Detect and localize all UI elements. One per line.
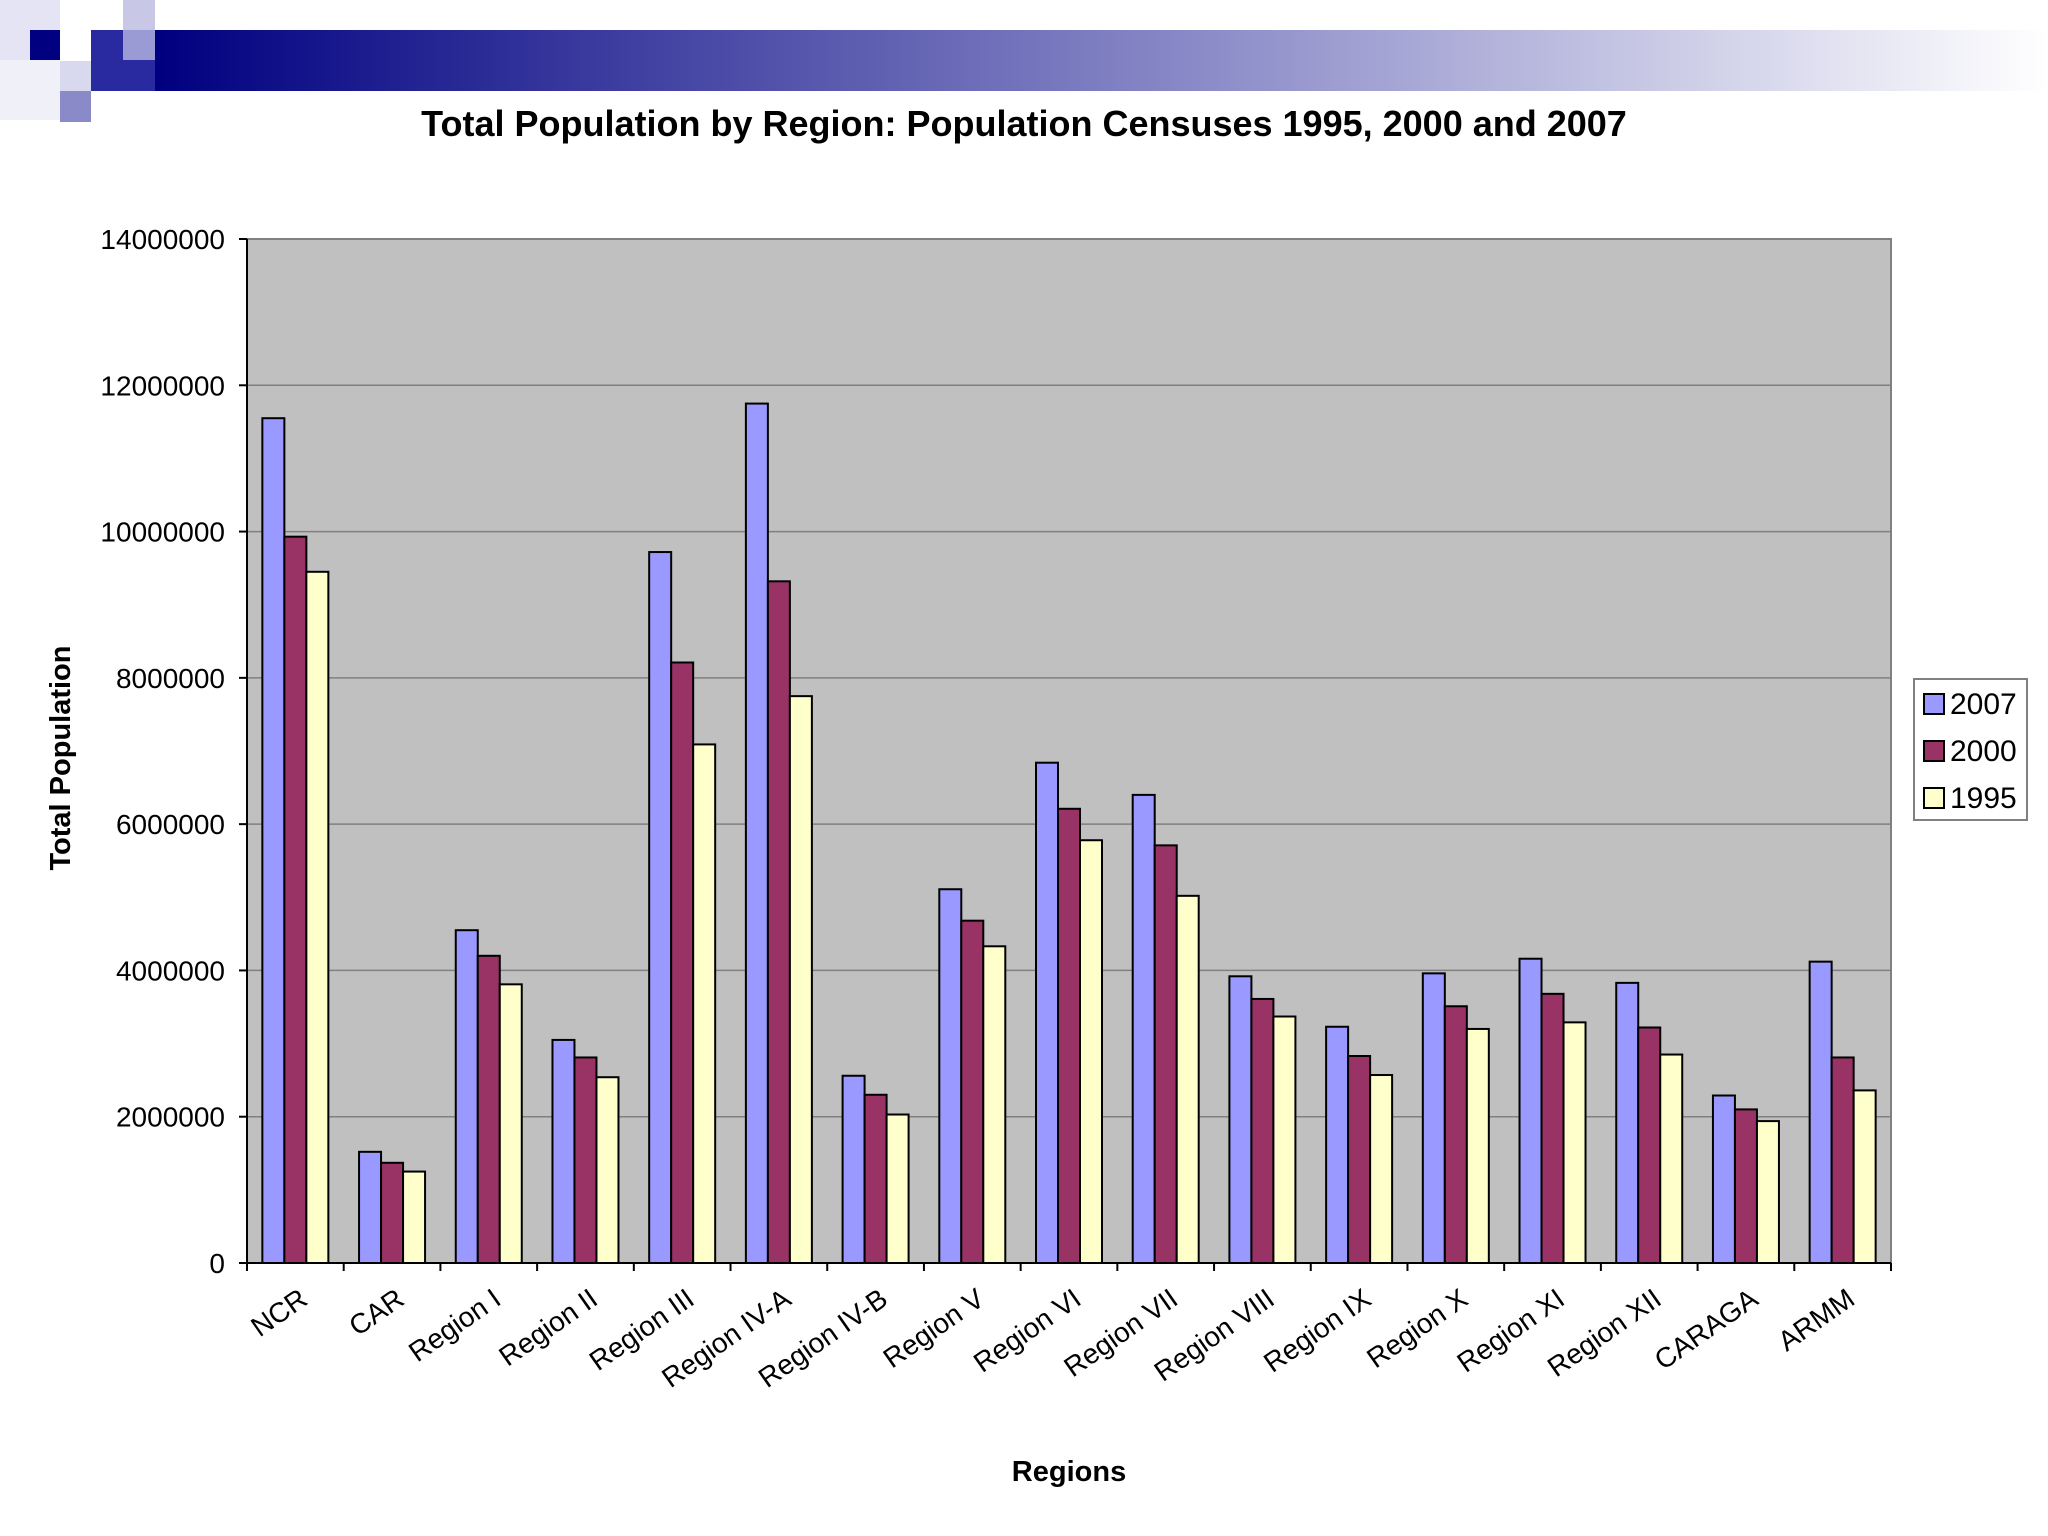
axes <box>246 239 1891 1264</box>
legend-swatch-2007 <box>1923 693 1945 715</box>
bar-1995-region-x <box>1465 1027 1490 1265</box>
bar-1995-region-xii <box>1659 1053 1684 1264</box>
legend-swatch-2000 <box>1923 740 1945 762</box>
y-tick-labels: 0 2000000 4000000 6000000 8000000 10000000 120… <box>100 224 247 1279</box>
bar-2000-region-ix <box>1347 1055 1372 1265</box>
bar-2000-region-ii <box>573 1056 598 1265</box>
bar-2000-region-iii <box>670 661 695 1264</box>
y-tick-label-6: 12000000 <box>100 370 225 401</box>
bar-1995-region-ii <box>595 1076 620 1265</box>
bar-1995-caraga <box>1755 1120 1780 1265</box>
bars <box>261 402 1877 1265</box>
y-tick-label-5: 10000000 <box>100 517 225 548</box>
bar-1995-ncr <box>305 570 330 1264</box>
bar-1995-region-v <box>982 945 1007 1264</box>
y-axis-title: Total Population <box>45 646 77 871</box>
bar-2000-region-vii <box>1153 844 1178 1265</box>
y-tick-label-3: 6000000 <box>116 809 225 840</box>
bar-2000-armm <box>1830 1056 1855 1265</box>
bar-2007-region-i <box>454 929 479 1264</box>
bar-2007-ncr <box>261 417 286 1264</box>
bar-1995-region-iii <box>692 743 717 1264</box>
x-tick-label-2: Region I <box>403 1283 506 1368</box>
bar-1995-car <box>402 1170 427 1264</box>
bar-2000-region-iv-a <box>766 580 791 1264</box>
x-tick-label-0: NCR <box>245 1283 312 1343</box>
bar-1995-region-vii <box>1175 894 1200 1265</box>
bar-2007-region-xi <box>1518 957 1543 1264</box>
x-tick-label-16: ARMM <box>1772 1283 1860 1357</box>
slide-banner-decoration <box>0 0 2048 122</box>
bar-2000-region-xi <box>1540 992 1565 1264</box>
bar-2007-region-ii <box>551 1038 576 1265</box>
bar-2000-ncr <box>283 535 308 1264</box>
bar-2007-region-vii <box>1131 793 1156 1265</box>
legend: 2007 2000 1995 <box>1913 678 2028 821</box>
bar-2000-region-v <box>960 919 985 1264</box>
x-tick-label-15: CARAGA <box>1649 1282 1764 1375</box>
bar-2000-region-x <box>1443 1005 1468 1264</box>
legend-label-2000: 2000 <box>1950 735 2017 768</box>
bar-1995-region-iv-b <box>885 1113 910 1265</box>
bar-2007-region-x <box>1421 972 1446 1265</box>
y-tick-label-0: 0 <box>209 1248 225 1279</box>
x-tick-label-11: Region IX <box>1258 1282 1377 1378</box>
bar-1995-region-i <box>498 983 523 1265</box>
y-tick-label-1: 2000000 <box>116 1102 225 1133</box>
bar-2007-caraga <box>1711 1094 1736 1264</box>
bar-2007-region-vi <box>1035 761 1059 1265</box>
bar-2007-car <box>358 1150 383 1265</box>
chart-title: Total Population by Region: Population C… <box>421 103 1627 144</box>
x-tick-label-1: CAR <box>343 1283 409 1342</box>
bar-2007-region-ix <box>1325 1025 1350 1264</box>
y-tick-label-7: 14000000 <box>100 224 225 255</box>
bar-2007-armm <box>1808 960 1833 1264</box>
bar-1995-region-iv-a <box>788 695 813 1264</box>
bar-1995-armm <box>1852 1089 1877 1264</box>
bar-1995-region-ix <box>1369 1074 1394 1264</box>
bar-2000-car <box>380 1161 405 1265</box>
bar-2007-region-iv-a <box>744 402 769 1265</box>
x-tick-label-3: Region II <box>493 1283 603 1373</box>
x-axis-title: Regions <box>1012 1456 1126 1488</box>
bar-2007-region-v <box>938 888 963 1264</box>
legend-label-1995: 1995 <box>1950 782 2017 815</box>
bar-2007-region-viii <box>1228 975 1253 1265</box>
bar-2007-region-iii <box>648 551 673 1264</box>
bar-2000-region-xii <box>1637 1026 1662 1264</box>
bar-2007-region-xii <box>1615 981 1640 1264</box>
bar-2000-region-viii <box>1250 997 1275 1264</box>
bar-1995-region-viii <box>1272 1015 1297 1264</box>
bar-2000-region-i <box>476 954 501 1264</box>
bar-1995-region-xi <box>1562 1021 1587 1264</box>
bar-2007-region-iv-b <box>841 1074 866 1264</box>
legend-swatch-1995 <box>1923 787 1945 809</box>
bar-2000-caraga <box>1733 1108 1758 1265</box>
bar-2000-region-vi <box>1057 807 1081 1264</box>
y-tick-label-4: 8000000 <box>116 663 225 694</box>
y-tick-label-2: 4000000 <box>116 955 225 986</box>
legend-label-2007: 2007 <box>1950 688 2017 721</box>
bar-2000-region-iv-b <box>863 1093 888 1265</box>
bar-1995-region-vi <box>1079 839 1103 1265</box>
